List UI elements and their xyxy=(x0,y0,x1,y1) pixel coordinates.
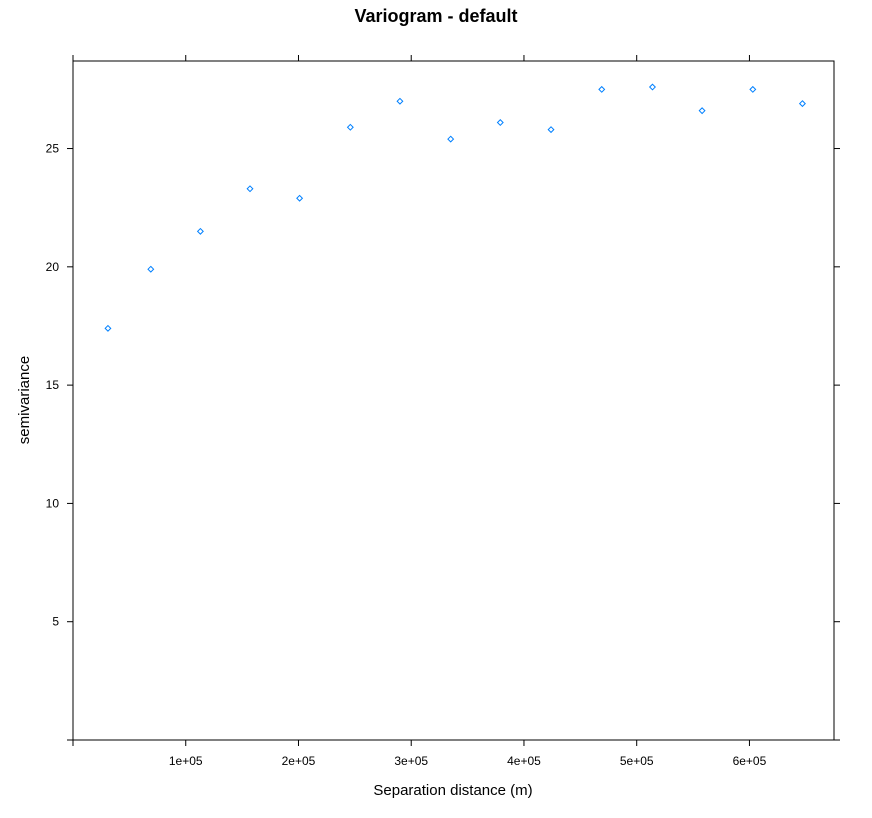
x-tick-label: 3e+05 xyxy=(394,754,428,768)
data-point xyxy=(246,185,254,193)
x-axis-label: Separation distance (m) xyxy=(373,782,532,799)
x-tick-label: 5e+05 xyxy=(620,754,654,768)
data-points xyxy=(104,83,806,332)
y-tick-label: 25 xyxy=(46,142,60,156)
plot-frame xyxy=(72,60,835,741)
x-tick-label: 2e+05 xyxy=(282,754,316,768)
chart-title: Variogram - default xyxy=(354,6,517,26)
y-axis-ticks: 5 10 15 20 25 xyxy=(46,142,840,741)
data-point xyxy=(147,265,155,273)
data-point xyxy=(296,194,304,202)
x-axis-ticks: 1e+05 2e+05 3e+05 4e+05 5e+05 6e+05 xyxy=(72,55,767,768)
data-point xyxy=(798,100,806,108)
x-tick-label: 4e+05 xyxy=(507,754,541,768)
x-tick-label: 6e+05 xyxy=(733,754,767,768)
y-tick-label: 5 xyxy=(52,615,59,629)
data-point xyxy=(346,123,354,131)
data-point xyxy=(698,107,706,115)
y-axis-label: semivariance xyxy=(16,356,33,444)
data-point xyxy=(104,324,112,332)
data-point xyxy=(749,85,757,93)
y-tick-label: 10 xyxy=(46,496,60,510)
y-tick-label: 20 xyxy=(46,260,60,274)
data-point xyxy=(547,126,555,134)
data-point xyxy=(447,135,455,143)
data-point xyxy=(648,83,656,91)
data-point xyxy=(196,227,204,235)
x-tick-label: 1e+05 xyxy=(169,754,203,768)
data-point xyxy=(496,119,504,127)
data-point xyxy=(598,85,606,93)
data-point xyxy=(396,97,404,105)
y-tick-label: 15 xyxy=(46,378,60,392)
